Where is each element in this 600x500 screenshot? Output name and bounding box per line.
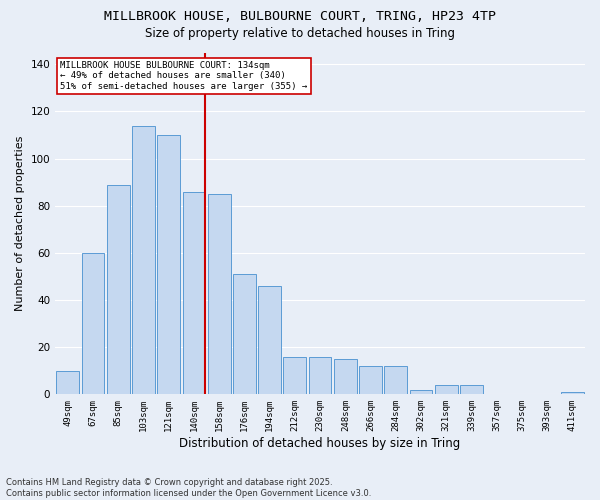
- Bar: [208, 194, 230, 394]
- Bar: [157, 135, 180, 394]
- Bar: [132, 126, 155, 394]
- Bar: [182, 192, 205, 394]
- Bar: [283, 356, 306, 395]
- Bar: [309, 356, 331, 395]
- Bar: [410, 390, 433, 394]
- Y-axis label: Number of detached properties: Number of detached properties: [15, 136, 25, 311]
- Text: MILLBROOK HOUSE BULBOURNE COURT: 134sqm
← 49% of detached houses are smaller (34: MILLBROOK HOUSE BULBOURNE COURT: 134sqm …: [61, 61, 308, 91]
- Bar: [460, 385, 483, 394]
- Bar: [359, 366, 382, 394]
- Bar: [385, 366, 407, 394]
- Bar: [107, 184, 130, 394]
- Text: MILLBROOK HOUSE, BULBOURNE COURT, TRING, HP23 4TP: MILLBROOK HOUSE, BULBOURNE COURT, TRING,…: [104, 10, 496, 23]
- Bar: [258, 286, 281, 395]
- Bar: [233, 274, 256, 394]
- Bar: [334, 359, 356, 394]
- Text: Contains HM Land Registry data © Crown copyright and database right 2025.
Contai: Contains HM Land Registry data © Crown c…: [6, 478, 371, 498]
- Bar: [561, 392, 584, 394]
- Bar: [82, 253, 104, 394]
- Text: Size of property relative to detached houses in Tring: Size of property relative to detached ho…: [145, 28, 455, 40]
- Bar: [56, 371, 79, 394]
- Bar: [435, 385, 458, 394]
- X-axis label: Distribution of detached houses by size in Tring: Distribution of detached houses by size …: [179, 437, 461, 450]
